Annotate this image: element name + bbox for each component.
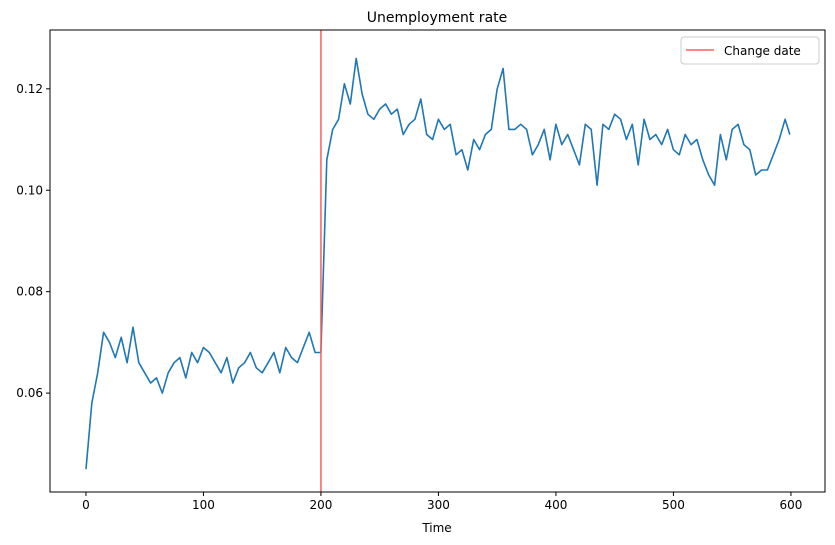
- plot-area: [85, 30, 791, 492]
- x-tick-label: 100: [192, 498, 215, 512]
- legend-box: [680, 36, 820, 65]
- x-tick-label: 200: [309, 498, 332, 512]
- x-axis-label: Time: [421, 521, 451, 535]
- x-tick-label: 500: [662, 498, 685, 512]
- y-tick-label: 0.10: [16, 183, 43, 197]
- legend: Change date: [680, 36, 820, 65]
- x-tick-label: 300: [427, 498, 450, 512]
- y-axis: 0.06 0.08 0.10 0.12: [16, 82, 50, 400]
- y-tick-label: 0.06: [16, 386, 43, 400]
- x-tick-label: 600: [779, 498, 802, 512]
- legend-label-change-date: Change date: [724, 44, 801, 58]
- x-axis: 0 100 200 300 400 500 600: [82, 492, 802, 512]
- series-line: [85, 57, 791, 470]
- chart-title: Unemployment rate: [367, 10, 508, 26]
- x-tick-label: 400: [544, 498, 567, 512]
- x-tick-label: 0: [82, 498, 90, 512]
- axes-frame: [49, 29, 826, 493]
- y-tick-label: 0.08: [16, 285, 43, 299]
- y-tick-label: 0.12: [16, 82, 43, 96]
